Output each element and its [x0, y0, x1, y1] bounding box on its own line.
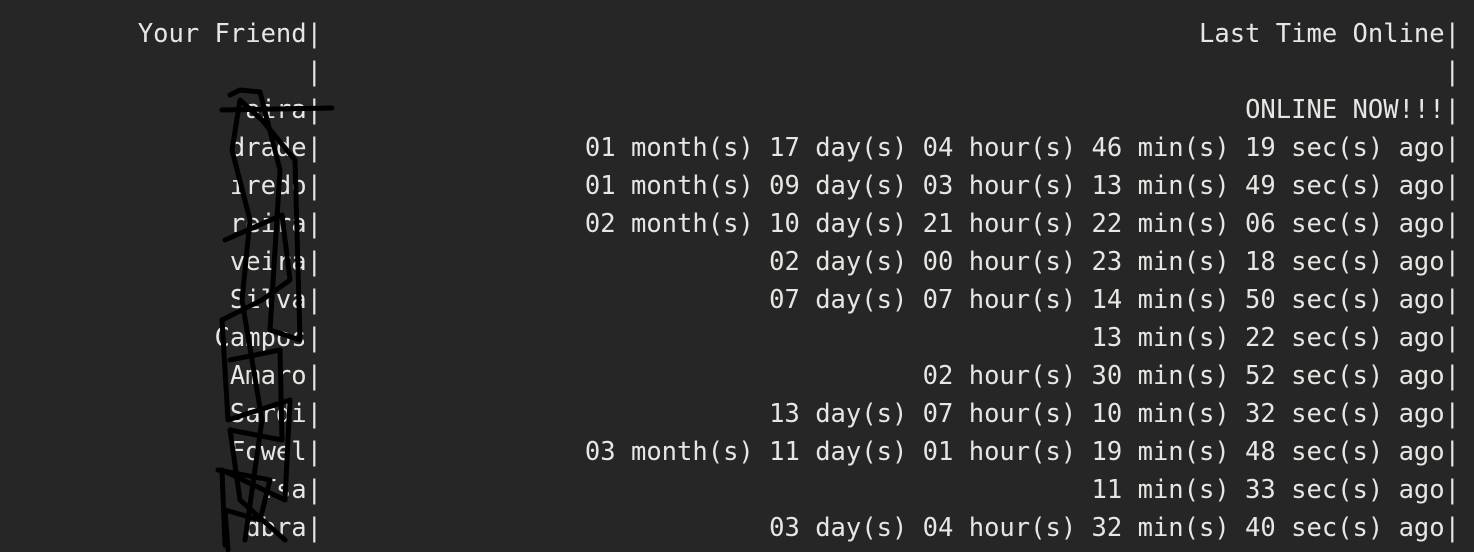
header-row: Your Friend| Last Time Online|: [0, 15, 1474, 53]
table-row: drade| 01 month(s) 17 day(s) 04 hour(s) 4…: [0, 129, 1474, 167]
last-online-value: 03 day(s) 04 hour(s) 32 min(s) 40 sec(s)…: [769, 513, 1460, 543]
last-online-value: 13 min(s) 22 sec(s) ago|: [1091, 323, 1460, 353]
friend-name: dbra|: [245, 513, 322, 543]
friend-name: Tsa|: [260, 475, 322, 505]
table-row: reira| 02 month(s) 10 day(s) 21 hour(s) 2…: [0, 205, 1474, 243]
table-row: Amaro| 02 hour(s) 30 min(s) 52 sec(s) ago…: [0, 357, 1474, 395]
separator-row: | |: [0, 53, 1474, 91]
friend-name: Campos|: [214, 323, 322, 353]
last-online-value: 11 min(s) 33 sec(s) ago|: [1091, 475, 1460, 505]
table-row: aira| ONLINE NOW!!!|: [0, 91, 1474, 129]
separator-friend: |: [306, 57, 322, 87]
header-last-online: Last Time Online|: [1199, 19, 1460, 49]
last-online-value: 02 hour(s) 30 min(s) 52 sec(s) ago|: [922, 361, 1460, 391]
last-online-value: 03 month(s) 11 day(s) 01 hour(s) 19 min(…: [584, 437, 1460, 467]
friend-name: reira|: [229, 209, 322, 239]
table-row: dbra| 03 day(s) 04 hour(s) 32 min(s) 40 s…: [0, 509, 1474, 547]
table-row: Silva| 07 day(s) 07 hour(s) 14 min(s) 50 …: [0, 281, 1474, 319]
last-online-value: 13 day(s) 07 hour(s) 10 min(s) 32 sec(s)…: [769, 399, 1460, 429]
last-online-value: 01 month(s) 09 day(s) 03 hour(s) 13 min(…: [584, 171, 1460, 201]
table-row: veira| 02 day(s) 00 hour(s) 23 min(s) 18 …: [0, 243, 1474, 281]
last-online-value: ONLINE NOW!!!|: [1245, 95, 1460, 125]
friend-name: Silva|: [229, 285, 322, 315]
header-friend: Your Friend|: [137, 19, 322, 49]
friend-name: veira|: [229, 247, 322, 277]
last-online-value: 07 day(s) 07 hour(s) 14 min(s) 50 sec(s)…: [769, 285, 1460, 315]
table-row: Fowel| 03 month(s) 11 day(s) 01 hour(s) 1…: [0, 433, 1474, 471]
friend-name: Sardi|: [229, 399, 322, 429]
friend-name: Fowel|: [229, 437, 322, 467]
table-row: Tsa| 11 min(s) 33 sec(s) ago|: [0, 471, 1474, 509]
last-online-value: 02 day(s) 00 hour(s) 23 min(s) 18 sec(s)…: [769, 247, 1460, 277]
last-online-value: 02 month(s) 10 day(s) 21 hour(s) 22 min(…: [584, 209, 1460, 239]
friend-name: drade|: [229, 133, 322, 163]
friend-name: iredo|: [229, 171, 322, 201]
last-online-value: 01 month(s) 17 day(s) 04 hour(s) 46 min(…: [584, 133, 1460, 163]
friend-name: aira|: [245, 95, 322, 125]
table-row: Sardi| 13 day(s) 07 hour(s) 10 min(s) 32 …: [0, 395, 1474, 433]
table-row: Campos| 13 min(s) 22 sec(s) ago|: [0, 319, 1474, 357]
friend-name: Amaro|: [229, 361, 322, 391]
separator-last-online: |: [1444, 57, 1460, 87]
table-row: iredo| 01 month(s) 09 day(s) 03 hour(s) 1…: [0, 167, 1474, 205]
friends-table: Your Friend| Last Time Online| | | aira|…: [0, 15, 1474, 547]
